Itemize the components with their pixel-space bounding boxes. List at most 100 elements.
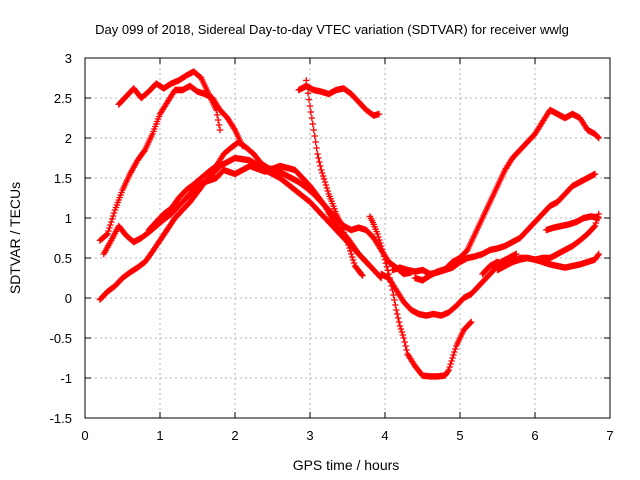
x-tick-label: 4 [381, 428, 388, 443]
data-point-marker [110, 209, 118, 217]
data-point-marker [467, 319, 474, 327]
data-point-marker [344, 238, 351, 246]
data-point-marker [214, 116, 222, 124]
data-point-marker [347, 247, 354, 255]
data-point-marker [348, 250, 355, 258]
data-point-marker [445, 366, 452, 374]
data-point-marker [104, 230, 111, 238]
data-point-marker [595, 134, 602, 142]
data-point-marker [321, 178, 329, 186]
data-point-marker [594, 133, 602, 141]
data-point-marker [375, 233, 382, 241]
data-point-marker [365, 261, 373, 269]
data-point-marker [318, 169, 326, 177]
data-point-marker [215, 121, 223, 129]
data-point-marker [366, 262, 374, 270]
data-point-marker [449, 354, 456, 362]
data-point-marker [592, 219, 600, 227]
data-point-marker [391, 296, 398, 304]
data-point-marker [322, 181, 330, 189]
data-point-marker [377, 239, 384, 247]
y-axis-tick-labels: -1.5 -1 -0.5 0 0.5 1 1.5 2 2.5 3 [50, 51, 72, 426]
data-point-marker [380, 253, 388, 260]
data-point-marker [109, 212, 117, 220]
data-point-marker [345, 241, 352, 249]
data-point-marker [591, 222, 599, 230]
data-point-marker [394, 314, 402, 322]
data-point-marker [397, 325, 405, 333]
data-point-marker [304, 90, 312, 97]
data-point-marker [444, 368, 452, 375]
data-point-marker [398, 328, 406, 336]
data-point-marker [403, 346, 410, 354]
data-point-marker [320, 175, 328, 183]
satellite-track-2 [96, 82, 246, 244]
data-point-marker [310, 126, 317, 134]
satellite-track-7 [303, 77, 366, 279]
y-tick-label: 3 [65, 51, 72, 66]
data-point-marker [376, 236, 383, 244]
data-point-marker [303, 77, 310, 84]
data-point-marker [317, 162, 324, 170]
data-point-marker [140, 148, 148, 155]
data-point-marker [358, 271, 365, 278]
data-point-marker [402, 342, 409, 350]
data-point-marker [594, 252, 602, 259]
data-point-marker [323, 184, 331, 192]
data-point-marker [307, 108, 315, 116]
data-point-marker [103, 231, 110, 238]
y-tick-label: 1 [65, 211, 72, 226]
data-point-marker [595, 250, 602, 258]
data-point-marker [308, 114, 316, 122]
data-point-marker [390, 291, 397, 299]
y-tick-label: 1.5 [54, 171, 72, 186]
x-tick-label: 7 [606, 428, 613, 443]
data-point-marker [383, 263, 391, 270]
data-point-marker [213, 111, 221, 119]
data-point-marker [315, 154, 322, 162]
data-point-marker [447, 360, 454, 368]
x-tick-label: 3 [306, 428, 313, 443]
data-point-marker [311, 132, 318, 140]
data-point-marker [401, 338, 408, 346]
data-point-marker [393, 310, 401, 318]
data-point-marker [374, 230, 381, 238]
data-point-marker [348, 253, 356, 261]
data-point-marker [314, 150, 321, 158]
data-point-marker [591, 170, 599, 178]
x-tick-label: 5 [456, 428, 463, 443]
data-point-marker [379, 249, 387, 256]
satellite-track-8 [366, 213, 475, 380]
y-axis-label: SDTVAR / TECUs [7, 182, 23, 294]
data-point-marker [392, 301, 399, 309]
data-point-marker [382, 260, 390, 267]
data-point-marker [107, 221, 114, 229]
satellite-track-10 [389, 170, 599, 278]
satellite-track-14 [543, 213, 602, 234]
satellite-track-1 [115, 68, 224, 134]
x-tick-label: 1 [156, 428, 163, 443]
data-point-marker [309, 120, 317, 128]
y-tick-label: -1.5 [50, 411, 72, 426]
data-point-marker [590, 223, 598, 231]
data-point-marker [106, 224, 113, 232]
data-point-marker [108, 218, 115, 226]
satellite-track-5 [145, 138, 415, 278]
data-point-marker [452, 345, 459, 353]
data-point-marker [319, 172, 327, 180]
data-point-marker [105, 227, 112, 235]
y-tick-label: -1 [60, 371, 72, 386]
data-point-marker [595, 214, 602, 222]
data-point-marker [378, 246, 386, 253]
data-point-marker [396, 322, 404, 330]
data-point-marker [393, 306, 400, 314]
data-point-marker [448, 357, 455, 365]
data-point-marker [318, 166, 325, 174]
data-point-marker [305, 96, 313, 103]
data-point-marker [513, 250, 520, 258]
satellite-track-12 [479, 250, 602, 278]
data-point-marker [346, 244, 353, 252]
plot-frame [84, 57, 611, 419]
x-axis-label: GPS time / hours [293, 457, 400, 473]
